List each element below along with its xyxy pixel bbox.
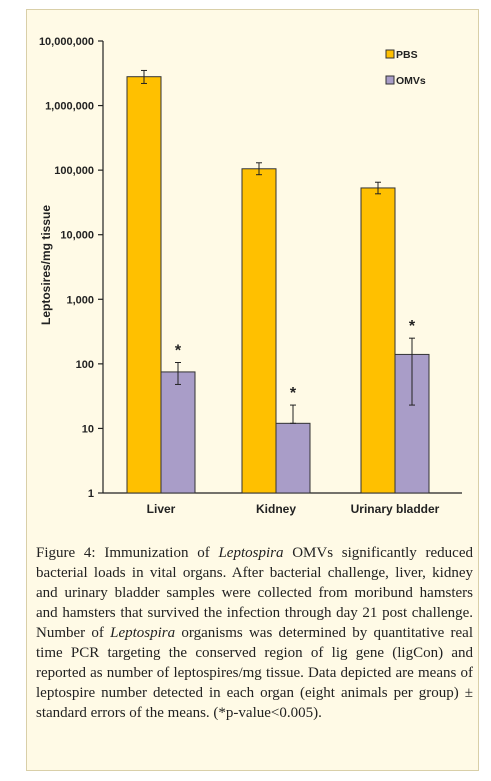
- bar-omvs-kidney: [275, 422, 311, 494]
- x-tick-label: Liver: [147, 502, 176, 516]
- legend-swatch-pbs: [385, 49, 395, 59]
- x-tick-label: Kidney: [256, 502, 296, 516]
- y-tick-label: 100,000: [54, 165, 94, 177]
- caption-italic-2: Leptospira: [110, 625, 176, 641]
- y-tick-label: 10,000,000: [39, 36, 94, 48]
- significance-asterisk: *: [409, 318, 416, 335]
- caption-italic-1: Leptospira: [218, 545, 284, 561]
- y-tick-label: 100: [76, 359, 94, 371]
- bar-pbs-kidney: [241, 168, 277, 494]
- bar-pbs-urinary-bladder: [360, 187, 396, 494]
- y-tick-label: 10: [82, 423, 94, 435]
- legend-label-omvs: OMVs: [396, 75, 426, 87]
- bar-omvs-liver: [160, 371, 196, 494]
- caption-label: Figure 4:: [36, 545, 96, 561]
- legend-swatch-omvs: [385, 75, 395, 85]
- figure-caption: Figure 4: Immunization of Leptospira OMV…: [36, 543, 473, 723]
- caption-text-2: OMVs significantly reduced bacterial loa…: [36, 545, 473, 641]
- y-axis-title: Leptosires/mg tissue: [39, 205, 53, 325]
- x-tick-label: Urinary bladder: [351, 502, 440, 516]
- significance-asterisk: *: [290, 385, 297, 402]
- y-tick-label: 10,000: [60, 230, 94, 242]
- caption-text-3: organisms was determined by quantitative…: [36, 625, 473, 721]
- y-tick-label: 1: [88, 488, 94, 500]
- legend-label-pbs: PBS: [396, 49, 418, 61]
- bar-pbs-liver: [126, 76, 162, 494]
- significance-asterisk: *: [175, 342, 182, 359]
- y-tick-label: 1,000,000: [45, 101, 94, 113]
- y-tick-label: 1,000: [66, 294, 94, 306]
- caption-text-1: Immunization of: [95, 545, 219, 561]
